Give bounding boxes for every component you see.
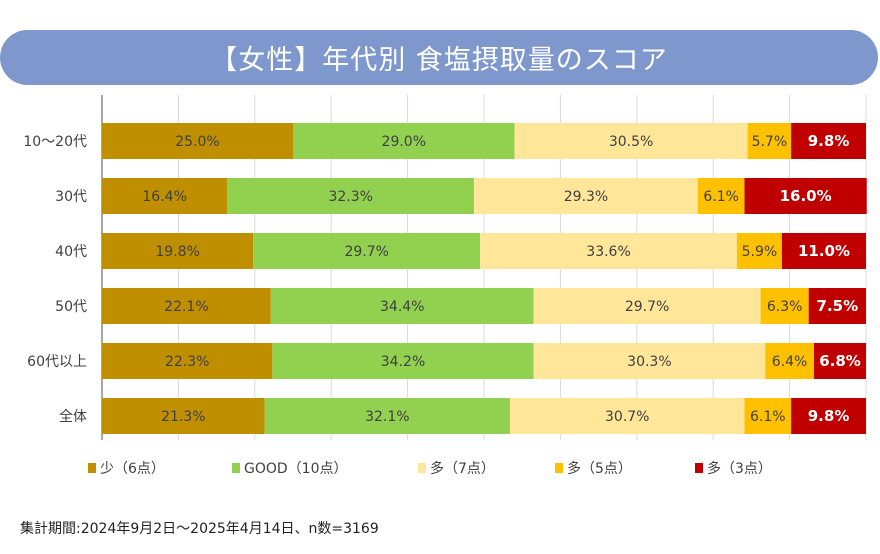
legend-label: 多（7点） [430, 461, 495, 477]
chart-title: 【女性】年代別 食塩摂取量のスコア [0, 30, 878, 85]
data-label: 22.3% [165, 354, 209, 370]
bar-segment [765, 343, 815, 379]
category-label: 40代 [55, 244, 87, 260]
data-label: 34.4% [380, 299, 424, 315]
bar-segment [102, 343, 273, 379]
data-label: 6.1% [703, 189, 739, 205]
bar-segment [808, 288, 866, 324]
legend-label: GOOD（10点） [244, 461, 348, 477]
legend-swatch [418, 463, 426, 473]
legend-item: 少（6点） [88, 458, 165, 478]
data-label: 29.7% [625, 299, 669, 315]
bar-segment [102, 398, 265, 434]
legend-item: GOOD（10点） [232, 458, 347, 478]
data-label: 33.6% [586, 244, 630, 260]
legend-swatch [232, 463, 240, 473]
data-label: 29.0% [382, 134, 426, 150]
bar-segment [744, 398, 792, 434]
data-label: 11.0% [798, 242, 850, 260]
bar-segment [227, 178, 475, 214]
bar-segment [270, 288, 534, 324]
data-label: 34.2% [381, 354, 425, 370]
category-label: 60代以上 [27, 354, 87, 370]
data-label: 22.1% [164, 299, 208, 315]
category-label: 30代 [55, 189, 87, 205]
data-label: 32.3% [328, 189, 372, 205]
legend-label: 多（3点） [707, 461, 772, 477]
data-label: 7.5% [817, 297, 859, 315]
bar-segment [509, 398, 745, 434]
category-label: 全体 [59, 408, 87, 425]
bar-segment [533, 288, 761, 324]
survey-period-note: 集計期間:2024年9月2日〜2025年4月14日、n数=3169 [20, 521, 379, 537]
bar-segment [480, 233, 737, 269]
data-label: 9.8% [808, 407, 850, 425]
bar-segment [814, 343, 866, 379]
bar-segment [744, 178, 867, 214]
category-label: 50代 [55, 299, 87, 315]
legend-label: 多（5点） [567, 461, 632, 477]
data-label: 25.0% [175, 134, 219, 150]
bar-segment [102, 178, 228, 214]
legend-swatch [88, 463, 96, 473]
data-label: 5.7% [752, 134, 788, 150]
data-label: 29.7% [344, 244, 388, 260]
data-label: 9.8% [808, 132, 850, 150]
data-label: 6.3% [767, 299, 803, 315]
bar-segment [102, 233, 254, 269]
bar-segment [760, 288, 809, 324]
data-label: 16.4% [142, 189, 186, 205]
legend-label: 少（6点） [100, 461, 165, 477]
bar-segment [264, 398, 510, 434]
legend-swatch [695, 463, 703, 473]
data-label: 30.3% [627, 354, 671, 370]
data-label: 16.0% [780, 187, 832, 205]
bar-segment [102, 123, 293, 159]
data-label: 30.5% [609, 134, 653, 150]
bar-segment [736, 233, 782, 269]
bar-segment [253, 233, 481, 269]
category-label: 10〜20代 [23, 134, 87, 150]
bar-segment [533, 343, 766, 379]
bar-segment [791, 398, 866, 434]
bar-segment [697, 178, 745, 214]
data-label: 30.7% [605, 409, 649, 425]
data-label: 21.3% [161, 409, 205, 425]
bar-segment [102, 288, 271, 324]
bar-segment [514, 123, 748, 159]
data-label: 6.4% [772, 354, 808, 370]
legend-item: 多（3点） [695, 458, 772, 478]
bar-segment [474, 178, 698, 214]
data-label: 32.1% [365, 409, 409, 425]
bar-segment [781, 233, 866, 269]
legend-swatch [555, 463, 563, 473]
data-label: 5.9% [742, 244, 778, 260]
data-label: 29.3% [564, 189, 608, 205]
legend-item: 多（5点） [555, 458, 632, 478]
bar-segment [272, 343, 534, 379]
bar-segment [747, 123, 792, 159]
bar-segment [293, 123, 515, 159]
legend-item: 多（7点） [418, 458, 495, 478]
data-label: 6.1% [750, 409, 786, 425]
data-label: 6.8% [819, 352, 861, 370]
data-label: 19.8% [155, 244, 199, 260]
bar-segment [791, 123, 866, 159]
